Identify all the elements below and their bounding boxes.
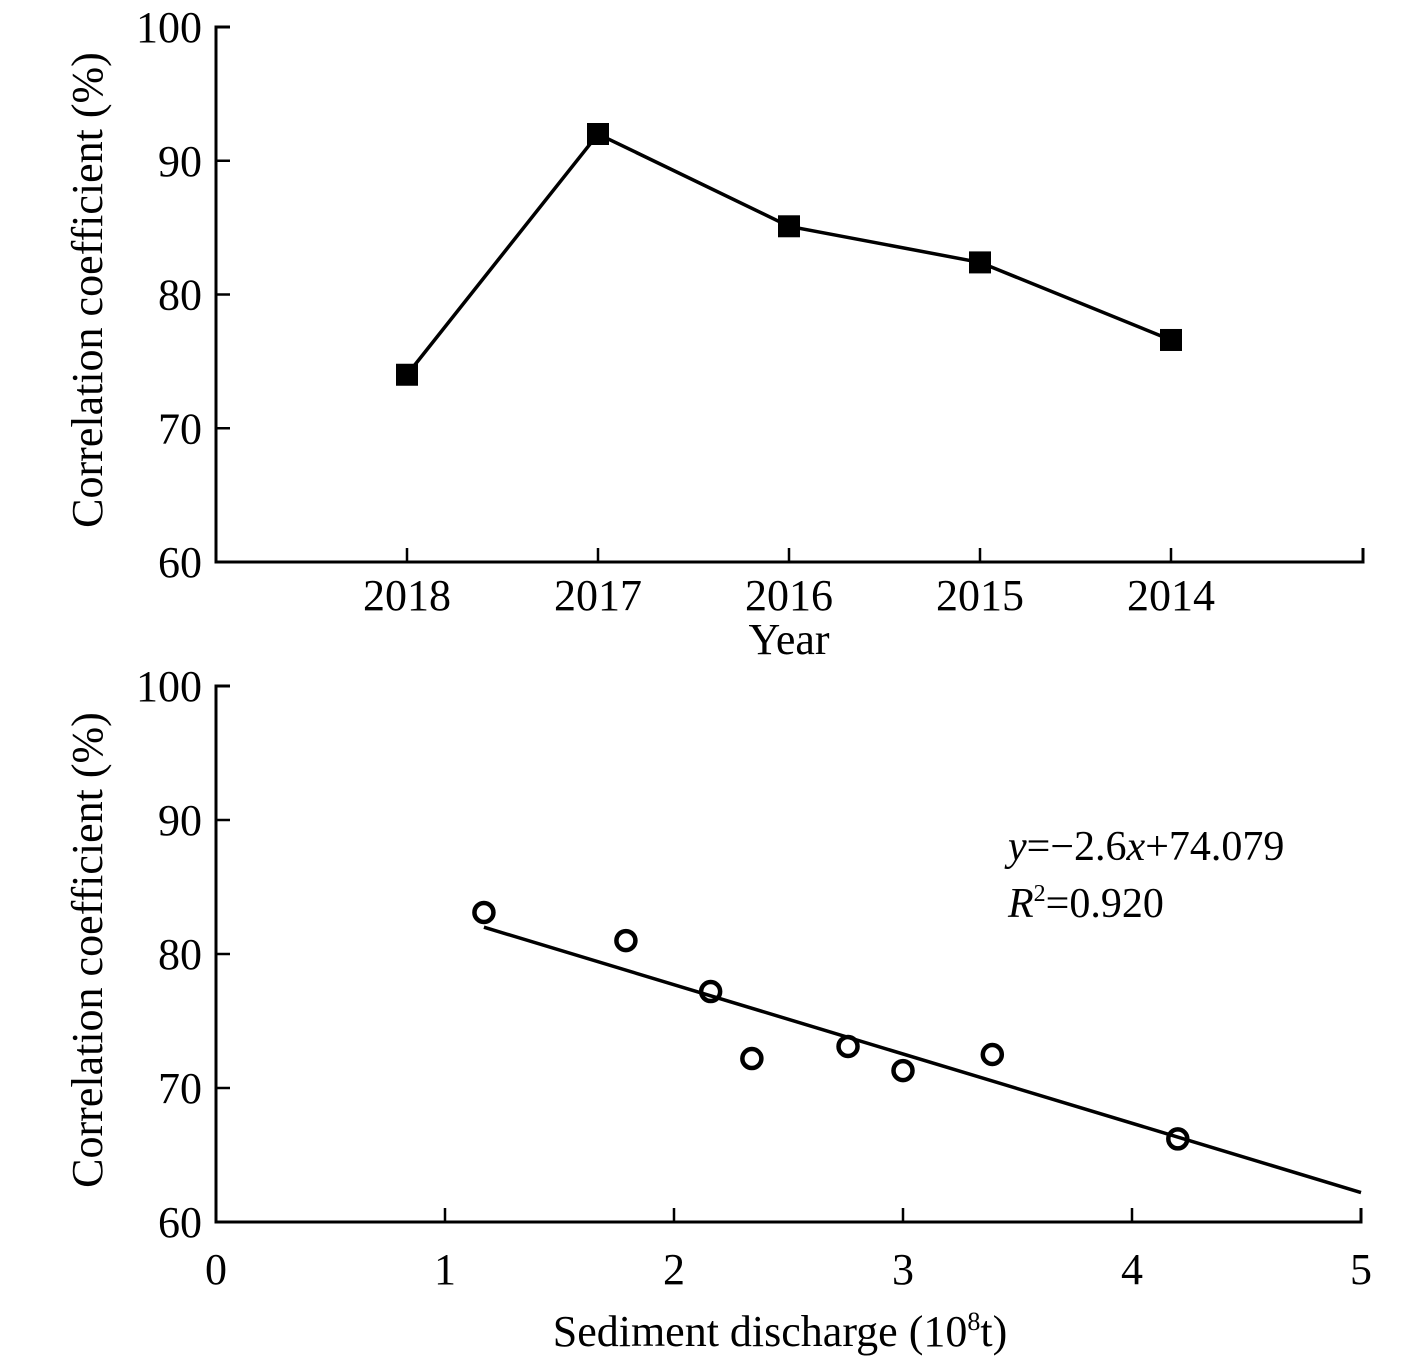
bottom-x-tick-label: 1 bbox=[434, 1245, 456, 1294]
bottom-y-axis-title: Correlation coefficient (%) bbox=[63, 712, 112, 1188]
bottom-scatter-chart: 60 70 80 90 100 0 1 2 3 4 5 Correlation coefficie… bbox=[63, 662, 1372, 1356]
top-line-chart: 60 70 80 90 100 2018 2017 2016 2015 2014 Correla… bbox=[63, 3, 1365, 664]
bottom-x-tick-label: 0 bbox=[205, 1245, 227, 1294]
r-squared: R2=0.920 bbox=[1007, 881, 1164, 927]
scatter-point bbox=[614, 928, 638, 953]
regression-line-group bbox=[483, 925, 1362, 1195]
regression-equation: y=−2.6x+74.079 bbox=[1004, 824, 1284, 870]
x-title-main: Sediment discharge (10 bbox=[553, 1307, 968, 1356]
bottom-y-tick-label: 90 bbox=[158, 796, 202, 845]
bottom-y-tick-label: 70 bbox=[158, 1064, 202, 1113]
top-x-tick-labels: 2018 2017 2016 2015 2014 bbox=[363, 571, 1215, 620]
top-data-point bbox=[969, 251, 991, 274]
eq-intercept: +74.079 bbox=[1145, 824, 1284, 870]
scatter-points bbox=[472, 900, 1190, 1151]
bottom-x-tick-labels: 0 1 2 3 4 5 bbox=[205, 1245, 1372, 1294]
bottom-x-tick-label: 4 bbox=[1121, 1245, 1143, 1294]
top-x-tick-label: 2015 bbox=[936, 571, 1024, 620]
eq-y-var: y bbox=[1004, 824, 1027, 870]
bottom-axis-frame bbox=[214, 684, 1363, 1224]
scatter-point bbox=[740, 1046, 764, 1071]
top-axis-frame bbox=[214, 25, 1365, 564]
bottom-x-tick-label: 3 bbox=[892, 1245, 914, 1294]
scatter-point bbox=[698, 979, 723, 1004]
bottom-axes bbox=[214, 684, 1363, 1224]
top-x-tick-label: 2017 bbox=[554, 571, 642, 620]
top-axes bbox=[214, 25, 1365, 564]
bottom-x-axis-title: Sediment discharge (108t) bbox=[553, 1307, 1008, 1356]
top-x-tick-label: 2016 bbox=[745, 571, 833, 620]
top-y-tick-label: 100 bbox=[136, 3, 202, 52]
top-series bbox=[396, 123, 1182, 386]
top-data-point bbox=[587, 123, 609, 145]
top-y-tick-label: 70 bbox=[158, 404, 202, 453]
x-title-superscript: 8 bbox=[967, 1307, 980, 1336]
top-y-axis-title: Correlation coefficient (%) bbox=[63, 52, 112, 528]
top-series-line bbox=[405, 131, 1172, 376]
x-title-tail: t) bbox=[980, 1307, 1007, 1356]
eq-slope: =−2.6 bbox=[1027, 824, 1127, 870]
r2-value: =0.920 bbox=[1046, 881, 1164, 927]
eq-x-var: x bbox=[1126, 824, 1146, 870]
scatter-point bbox=[836, 1034, 860, 1059]
bottom-x-tick-label: 2 bbox=[663, 1245, 685, 1294]
top-x-tick-label: 2014 bbox=[1127, 571, 1215, 620]
scatter-point bbox=[472, 900, 496, 925]
top-data-point bbox=[396, 363, 418, 386]
top-y-tick-label: 60 bbox=[158, 538, 202, 587]
top-x-tick-label: 2018 bbox=[363, 571, 451, 620]
top-data-point bbox=[778, 215, 800, 238]
bottom-y-tick-label: 100 bbox=[136, 662, 202, 711]
scatter-point bbox=[1166, 1127, 1190, 1151]
bottom-y-tick-labels: 60 70 80 90 100 bbox=[136, 662, 202, 1247]
top-x-axis-title: Year bbox=[748, 615, 829, 664]
r2-var: R bbox=[1007, 881, 1034, 927]
scatter-point bbox=[980, 1042, 1005, 1067]
top-data-point bbox=[1160, 328, 1182, 351]
bottom-y-tick-label: 80 bbox=[158, 930, 202, 979]
r2-sup: 2 bbox=[1034, 881, 1046, 907]
top-y-tick-labels: 60 70 80 90 100 bbox=[136, 3, 202, 587]
regression-line bbox=[483, 925, 1362, 1195]
bottom-y-tick-label: 60 bbox=[158, 1198, 202, 1247]
top-y-tick-label: 90 bbox=[158, 137, 202, 186]
bottom-x-tick-label: 5 bbox=[1350, 1245, 1372, 1294]
top-y-tick-label: 80 bbox=[158, 271, 202, 320]
scatter-point bbox=[891, 1058, 915, 1083]
